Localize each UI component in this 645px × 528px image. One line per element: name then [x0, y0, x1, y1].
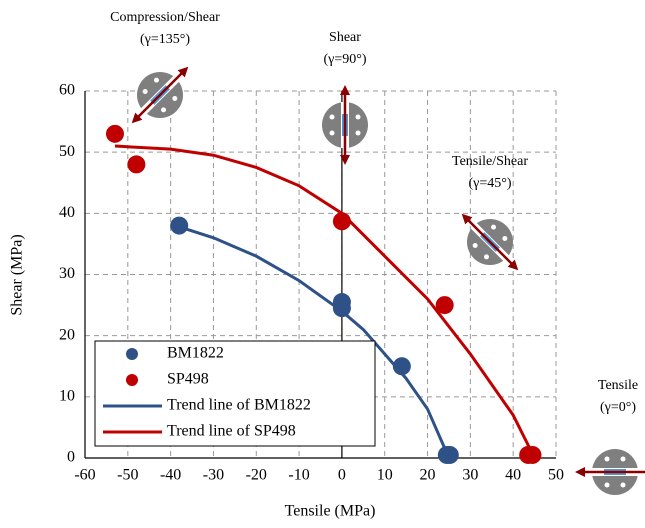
- annotation: (γ=90°): [323, 52, 366, 67]
- point: [105, 124, 124, 143]
- legend-marker: [126, 374, 138, 386]
- x-tick-label: 0: [338, 467, 346, 484]
- point: [127, 155, 146, 174]
- annotation: Tensile/Shear: [452, 154, 528, 169]
- x-tick-label: -10: [288, 467, 309, 484]
- specimen-hole: [472, 243, 478, 249]
- legend: BM1822 SP498 Trend line of BM1822 Trend lin…: [94, 340, 376, 447]
- x-tick-label: -60: [74, 467, 95, 484]
- legend-label: BM1822: [167, 345, 224, 362]
- x-tick-label: 30: [462, 467, 478, 484]
- specimen-hole: [491, 224, 497, 230]
- x-tick-label: -50: [117, 467, 138, 484]
- trend-line: [178, 225, 451, 459]
- point: [435, 296, 454, 315]
- specimen-hole: [604, 482, 610, 488]
- y-tick-label: 50: [59, 143, 75, 160]
- annotation: Tensile: [598, 378, 638, 393]
- x-tick-label: -20: [246, 467, 267, 484]
- y-tick-label: 30: [59, 265, 75, 282]
- specimen-hole: [329, 114, 335, 120]
- x-tick-label: -30: [203, 467, 224, 484]
- x-tick-label: -40: [160, 467, 181, 484]
- trend-line: [114, 144, 536, 459]
- specimen-hole: [142, 88, 148, 94]
- x-tick-label: 50: [548, 467, 564, 484]
- specimen-hole: [604, 456, 610, 462]
- specimen-hole: [620, 456, 626, 462]
- specimen-hole: [172, 96, 178, 102]
- specimen-hole: [355, 130, 361, 136]
- load-arrow: [463, 215, 517, 269]
- legend-label: SP498: [167, 371, 209, 388]
- annotation: (γ=45°): [468, 176, 511, 191]
- annotation: Shear: [329, 30, 361, 45]
- specimen-hole: [620, 482, 626, 488]
- x-tick-label: 20: [420, 467, 436, 484]
- arrow-head: [340, 85, 350, 165]
- specimen-hole: [355, 114, 361, 120]
- annotation: Compression/Shear: [110, 10, 220, 25]
- point: [332, 299, 351, 318]
- specimen-icon: [575, 449, 645, 495]
- x-tick-label: 10: [377, 467, 393, 484]
- arrow-head: [461, 213, 519, 271]
- y-tick-label: 40: [59, 204, 75, 221]
- legend-marker: [126, 348, 138, 360]
- y-tick-label: 0: [67, 449, 75, 466]
- specimen-icon: [131, 66, 189, 124]
- load-arrow: [133, 68, 187, 122]
- y-tick-label: 10: [59, 388, 75, 405]
- specimen-hole: [483, 254, 489, 260]
- arrow-head: [575, 467, 645, 477]
- arrow-head: [131, 66, 189, 124]
- annotation: (γ=135°): [140, 32, 190, 47]
- x-axis-label: Tensile (MPa): [285, 503, 376, 520]
- legend-box: [94, 340, 376, 447]
- legend-label: Trend line of SP498: [167, 423, 296, 440]
- annotation: (γ=0°): [600, 400, 636, 415]
- point: [170, 216, 189, 235]
- specimen-icon: [461, 213, 519, 271]
- point: [392, 357, 411, 376]
- specimen-icon: [322, 85, 368, 165]
- y-tick-label: 20: [59, 326, 75, 343]
- specimen-hole: [153, 77, 159, 83]
- legend-label: Trend line of BM1822: [167, 397, 311, 414]
- y-tick-label: 60: [59, 82, 75, 99]
- x-tick-label: 40: [505, 467, 521, 484]
- y-axis-label: Shear (MPa): [9, 234, 26, 315]
- specimen-hole: [329, 130, 335, 136]
- specimen-hole: [502, 235, 508, 241]
- specimen-hole: [161, 107, 167, 113]
